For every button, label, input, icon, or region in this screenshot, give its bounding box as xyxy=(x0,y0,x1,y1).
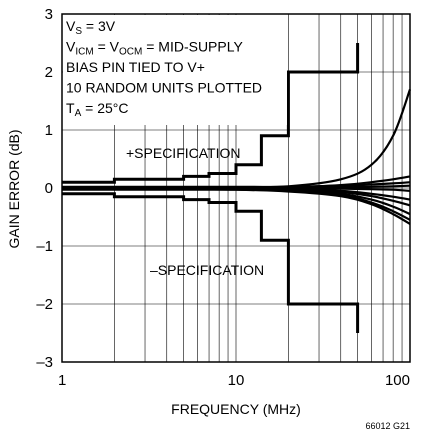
condition-line: VS​ = 3V xyxy=(66,18,116,37)
minus-spec-label: –SPECIFICATION xyxy=(150,262,264,278)
y-axis-title: GAIN ERROR (dB) xyxy=(6,129,22,248)
y-tick-label: 2 xyxy=(45,64,53,81)
lower-spec-line xyxy=(62,192,360,333)
data-series xyxy=(61,89,412,225)
figure-id: 66012 G21 xyxy=(365,421,410,431)
condition-line: BIAS PIN TIED TO V+ xyxy=(66,59,205,75)
y-tick-label: 3 xyxy=(45,6,53,23)
y-tick-label: 1 xyxy=(45,122,53,139)
condition-line: 10 RANDOM UNITS PLOTTED xyxy=(66,80,262,96)
y-tick-label: –2 xyxy=(36,296,53,313)
x-tick-label: 1 xyxy=(58,372,66,389)
spec-limits xyxy=(62,43,360,333)
y-tick-label: –1 xyxy=(36,238,53,255)
conditions-background xyxy=(63,15,287,125)
condition-line: VICM​ = VOCM​ = MID-SUPPLY xyxy=(66,39,243,58)
y-tick-labels: –3 –2 –1 0 1 2 3 xyxy=(36,6,53,371)
x-tick-label: 100 xyxy=(385,372,410,389)
x-axis-title: FREQUENCY (MHz) xyxy=(171,401,301,417)
upper-spec-line xyxy=(62,43,360,184)
plot-frame xyxy=(61,13,411,363)
x-tick-label: 10 xyxy=(228,372,245,389)
y-tick-label: –3 xyxy=(36,354,53,371)
x-tick-labels: 1 10 100 xyxy=(58,372,410,389)
series-line-unit-10 xyxy=(62,188,411,225)
y-tick-label: 0 xyxy=(45,180,53,197)
condition-line: TA​ = 25°C xyxy=(66,100,128,119)
plus-spec-label: +SPECIFICATION xyxy=(126,145,240,161)
